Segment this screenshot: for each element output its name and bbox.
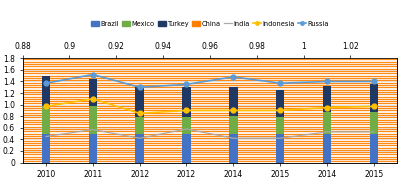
Legend: Brazil, Mexico, Turkey, China, India, Indonesia, Russia: Brazil, Mexico, Turkey, China, India, In… [88, 18, 332, 29]
Bar [323, 112, 331, 134]
Bar [88, 79, 97, 106]
Bar [42, 76, 50, 106]
Bar [229, 116, 238, 134]
Bar [370, 112, 378, 134]
Bar [88, 134, 97, 163]
Bar [229, 87, 238, 116]
Bar [276, 134, 284, 163]
Bar [42, 134, 50, 163]
Bar [182, 117, 191, 134]
Bar [136, 117, 144, 134]
Bar [136, 134, 144, 163]
Bar [229, 134, 238, 163]
Bar [88, 106, 97, 134]
Bar [323, 134, 331, 163]
Bar [42, 106, 50, 134]
Bar [136, 87, 144, 117]
Bar [182, 87, 191, 117]
Bar [323, 86, 331, 112]
Bar [370, 84, 378, 112]
Bar [182, 134, 191, 163]
Bar [370, 134, 378, 163]
Bar [276, 117, 284, 134]
Bar [276, 90, 284, 117]
